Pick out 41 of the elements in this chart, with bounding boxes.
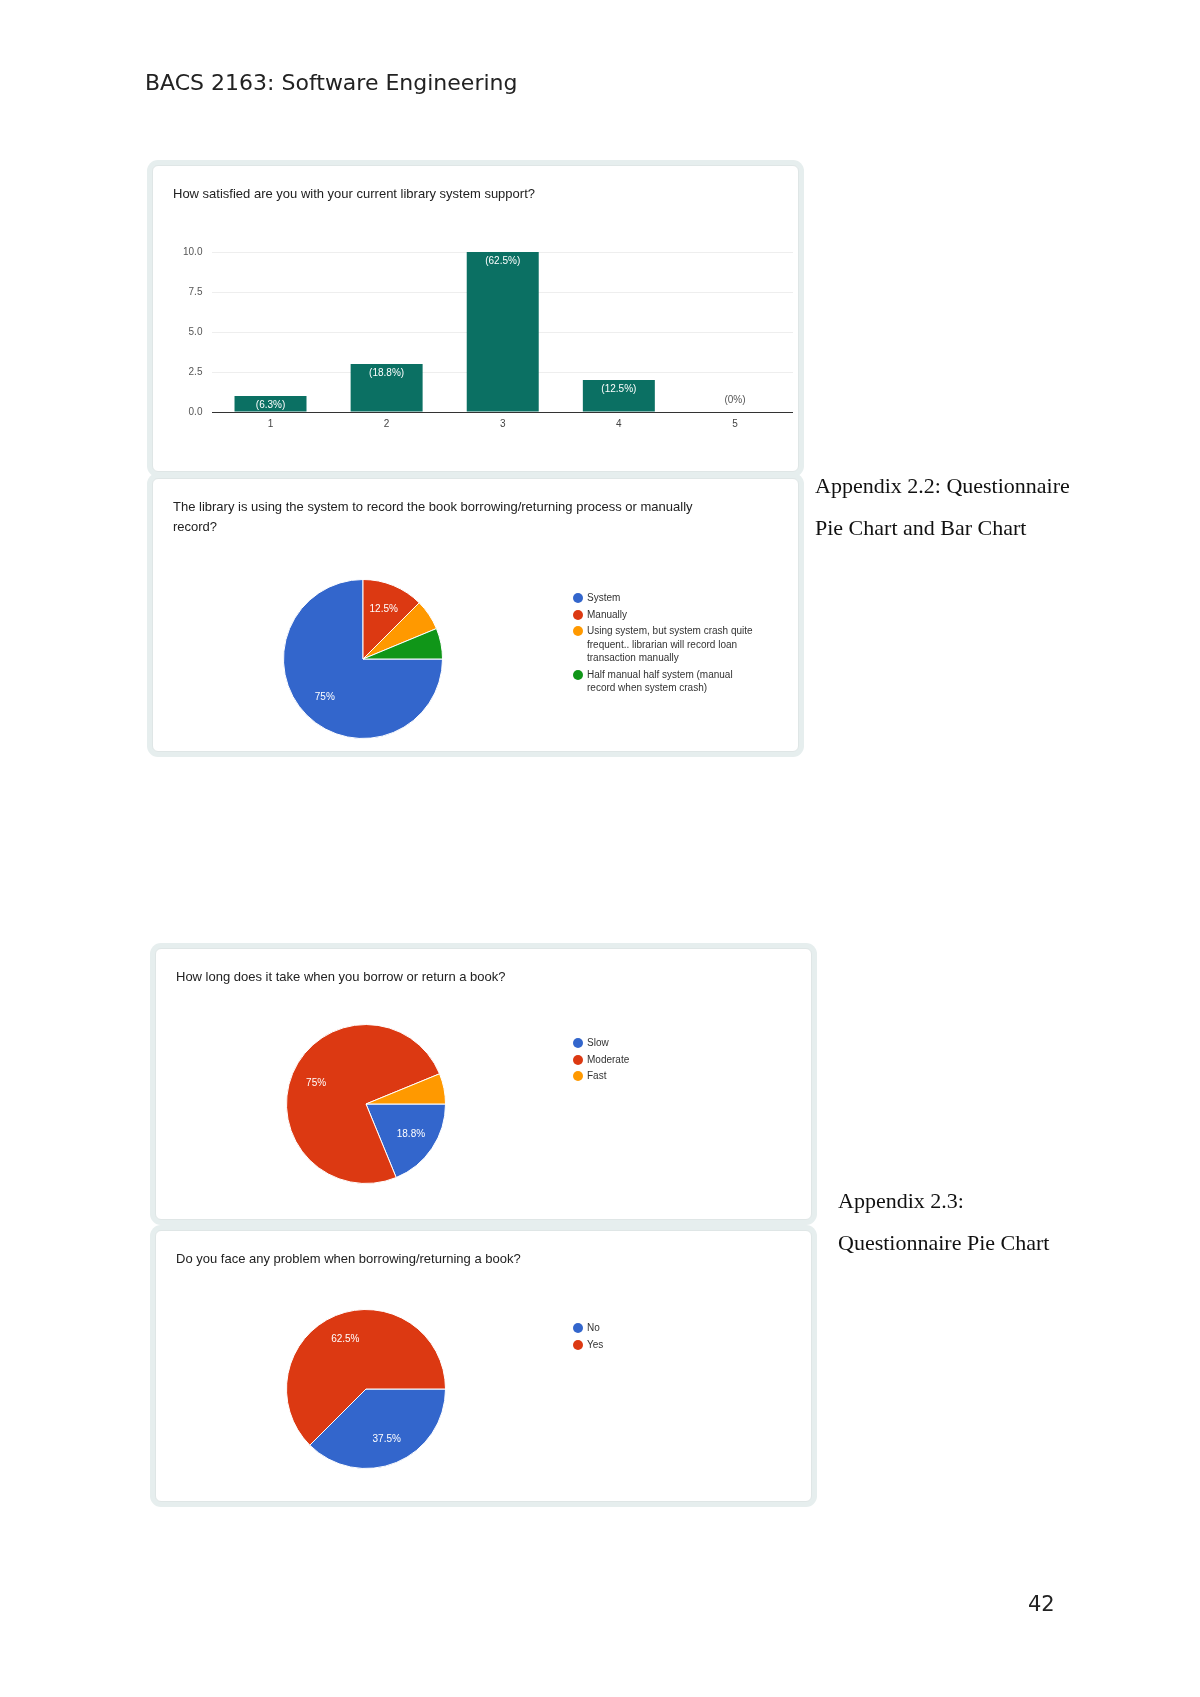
legend-label: Yes [586, 1337, 605, 1351]
text: Appendix 2.3: Questionnaire Pie Chart [838, 1187, 1051, 1257]
legend-label: System [586, 591, 622, 605]
annotation: (0%) [724, 393, 746, 405]
y-tick-label: 2.5 [188, 365, 203, 377]
text: 42 [1028, 1592, 1055, 1616]
data-label: 37.5% [372, 1432, 401, 1444]
legend-label: Moderate [586, 1052, 631, 1066]
chart-title: How long does it take when you borrow or return a book? [176, 968, 507, 986]
legend-label: Using system, but system crash quite frequent.. librarian will record loan transaction manually [586, 624, 754, 665]
data-label: 18.8% [396, 1127, 426, 1139]
annotation: (12.5%) [601, 382, 637, 394]
text: BACS 2163: Software Engineering [145, 70, 518, 95]
data-label: 12.5% [369, 602, 398, 614]
y-tick-label: 7.5 [188, 285, 203, 297]
data-label: 62.5% [331, 1332, 360, 1344]
x-tick-label: 5 [732, 417, 739, 429]
x-tick-label: 2 [383, 417, 390, 429]
chart-title: Do you face any problem when borrowing/returning a book? [176, 1250, 522, 1268]
legend-label: Fast [586, 1069, 608, 1083]
annotation: (18.8%) [369, 366, 405, 378]
legend-label: Half manual half system (manual record when system crash) [586, 667, 734, 695]
data-label: 75% [306, 1076, 327, 1088]
chart-title: The library is using the system to record the book borrowing/returning process or manually record? [173, 498, 694, 536]
annotation: (62.5%) [485, 254, 521, 266]
bar [466, 252, 539, 412]
y-tick-label: 10.0 [182, 245, 203, 257]
text: Appendix 2.2: Questionnaire Pie Chart and Bar Chart [815, 472, 1071, 542]
x-tick-label: 3 [499, 417, 506, 429]
legend-label: Slow [586, 1036, 610, 1050]
data-label: 75% [314, 690, 335, 702]
bar [582, 380, 655, 412]
x-tick-label: 1 [267, 417, 274, 429]
y-tick-label: 0.0 [188, 405, 203, 417]
legend-label: No [586, 1321, 601, 1335]
y-tick-label: 5.0 [188, 325, 203, 337]
annotation: (6.3%) [255, 398, 286, 410]
legend-label: Manually [586, 607, 629, 621]
bar [350, 364, 423, 412]
chart-title: How satisfied are you with your current library system support? [173, 185, 536, 203]
x-tick-label: 4 [616, 417, 623, 429]
